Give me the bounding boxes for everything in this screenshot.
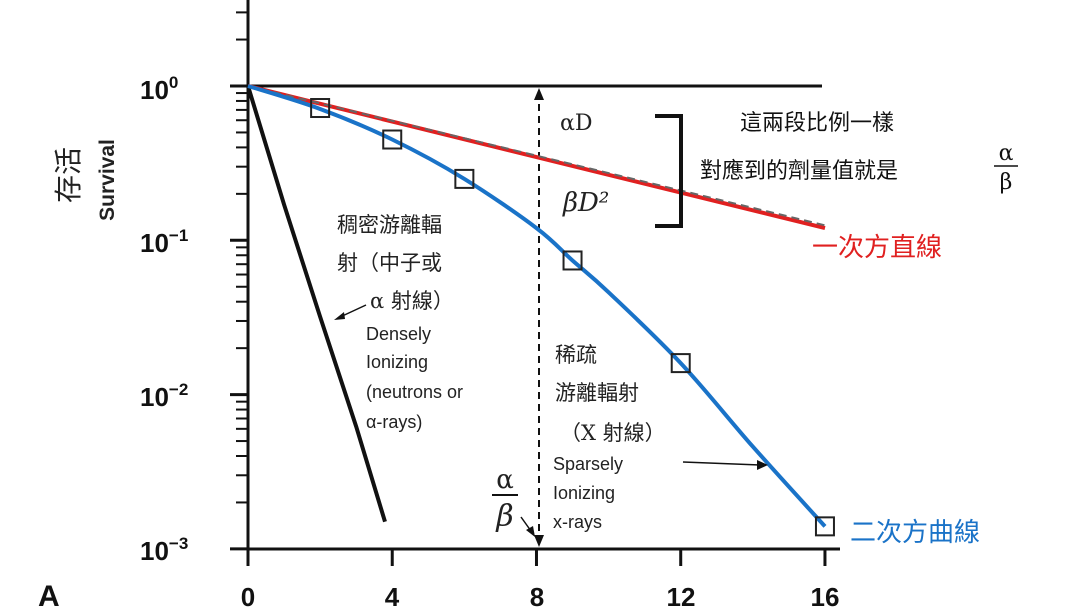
- x-tick-label-0: 0: [241, 582, 255, 612]
- y-tick-label-0: 100: [140, 73, 178, 105]
- dense-pointer-head: [334, 312, 345, 320]
- note-frac-num: α: [999, 141, 1014, 166]
- sparse-pointer-arrow: [682, 461, 761, 466]
- sparse-pointer-head: [757, 460, 768, 470]
- x-tick-label-12: 12: [667, 582, 696, 612]
- alpha-beta-pointer-head: [526, 526, 535, 537]
- note-frac-den: β: [1000, 170, 1013, 195]
- x-tick-label-4: 4: [385, 582, 400, 612]
- sparse-en-1: Sparsely: [553, 454, 623, 474]
- y-tick-label-3: 10−3: [140, 534, 188, 566]
- data-point-markers: [310, 98, 835, 537]
- note-line-2: 對應到的劑量值就是: [700, 158, 898, 184]
- dense-en-3: (neutrons or: [366, 382, 463, 402]
- y-tick-labels: 100 10−1 10−2 10−3: [140, 73, 188, 566]
- series-densely-ionizing-line: [246, 85, 387, 523]
- x-tick-marks: [246, 549, 827, 566]
- y-tick-label-2: 10−2: [140, 380, 188, 412]
- dense-annotation: 稠密游離輻 射（中子或 α 射線） Densely Ionizing (neut…: [334, 213, 463, 432]
- quadratic-label: 二次方曲線: [850, 518, 980, 548]
- series-sparsely-ionizing-curve: [247, 84, 827, 528]
- note-line-1: 這兩段比例一樣: [740, 111, 894, 136]
- dense-en-1: Densely: [366, 324, 431, 344]
- sparse-en-3: x-rays: [553, 512, 602, 532]
- y-major-ticks: [230, 84, 248, 551]
- linear-label: 一次方直線: [812, 233, 942, 263]
- alpha-beta-num: α: [496, 465, 514, 495]
- series-alpha-component-dashed: [247, 85, 826, 227]
- beta-d2-label: βD²: [562, 188, 609, 218]
- ratio-note: 這兩段比例一樣 對應到的劑量值就是 α β: [700, 111, 1018, 195]
- data-point-marker: [814, 516, 835, 537]
- bracket: [655, 114, 683, 228]
- sparse-cn-1: 稀疏: [555, 343, 597, 367]
- data-point-marker: [382, 129, 403, 150]
- series-linear-line: [247, 84, 826, 231]
- data-point-marker: [670, 353, 691, 374]
- x-tick-label-16: 16: [811, 582, 840, 612]
- dense-en-2: Ionizing: [366, 352, 428, 372]
- dense-cn-2: 射（中子或: [337, 251, 442, 275]
- dense-en-4: α-rays): [366, 412, 422, 432]
- data-point-marker: [310, 98, 331, 119]
- dense-cn-3: α 射線）: [370, 289, 454, 313]
- x-tick-labels: 0 4 8 12 16: [241, 582, 840, 612]
- data-point-marker: [454, 168, 475, 189]
- y-tick-label-1: 10−1: [140, 226, 188, 258]
- panel-label: A: [38, 580, 60, 613]
- alpha-d-label: αD: [560, 111, 593, 136]
- arrow-down-head: [534, 535, 544, 547]
- x-tick-label-8: 8: [530, 582, 544, 612]
- y-axis-label-cn: 存活: [52, 147, 85, 203]
- sparse-annotation: 稀疏 游離輻射 （X 射線） Sparsely Ionizing x-rays: [553, 343, 768, 532]
- alpha-beta-den: β: [495, 499, 513, 534]
- arrow-up-head: [534, 88, 544, 100]
- sparse-cn-2: 游離輻射: [555, 381, 639, 405]
- sparse-cn-3: （X 射線）: [560, 421, 666, 445]
- sparse-en-2: Ionizing: [553, 483, 615, 503]
- alpha-beta-fraction: α β: [492, 465, 535, 537]
- y-axis-label-en: Survival: [96, 139, 119, 221]
- data-point-marker: [562, 250, 583, 271]
- y-minor-ticks: [236, 11, 248, 504]
- dense-cn-1: 稠密游離輻: [337, 213, 442, 237]
